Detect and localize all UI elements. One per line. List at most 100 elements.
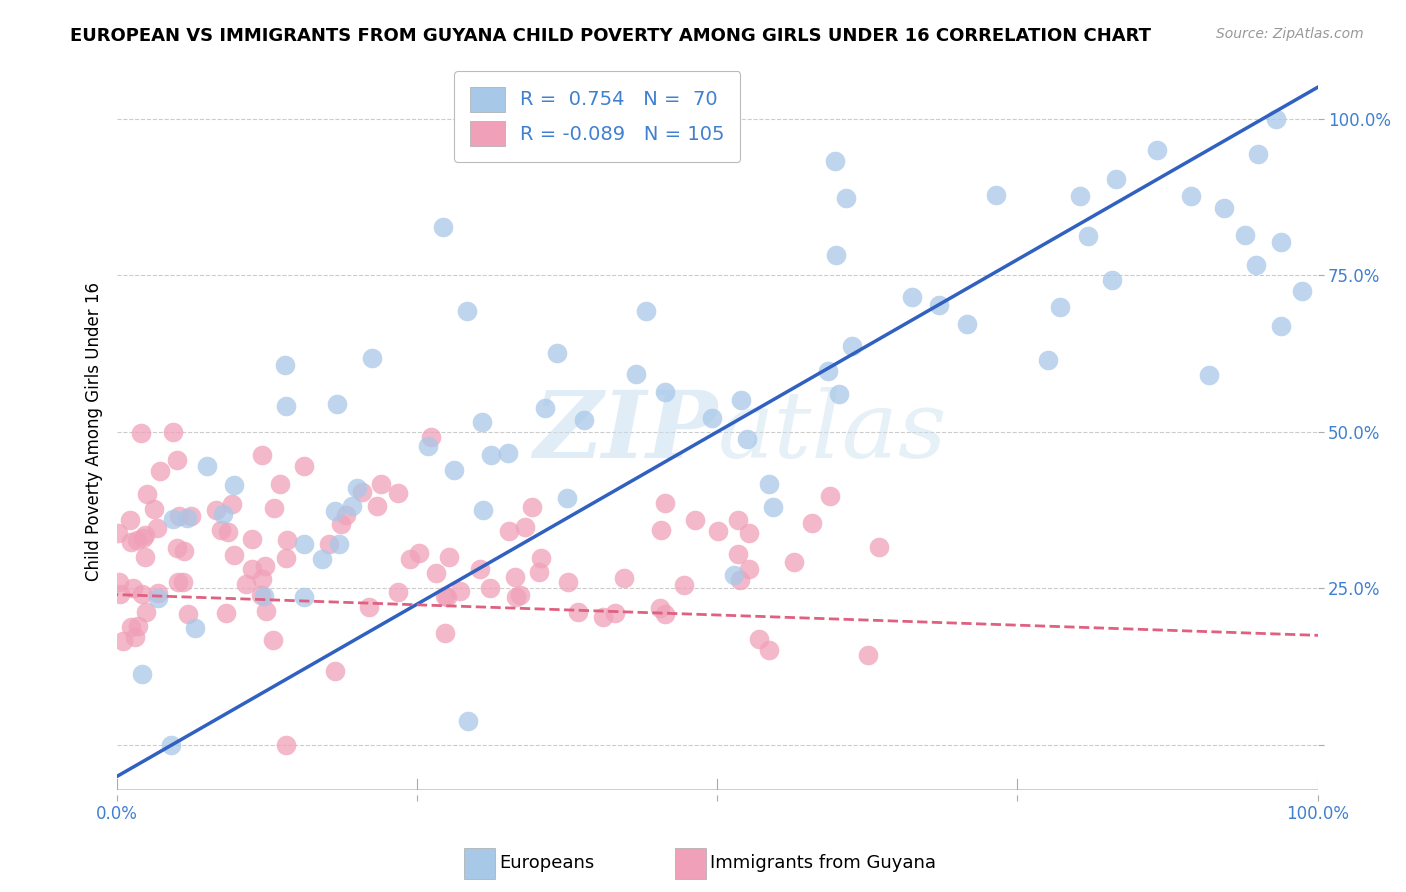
Point	[1212, 202, 1234, 216]
Point	[167, 509, 190, 524]
Point	[162, 512, 184, 526]
Point	[361, 351, 384, 366]
Point	[269, 476, 291, 491]
Point	[217, 525, 239, 540]
Point	[1291, 284, 1313, 298]
Point	[1036, 353, 1059, 368]
Point	[634, 304, 657, 318]
Point	[1244, 258, 1267, 272]
Text: Europeans: Europeans	[499, 855, 595, 872]
Point	[134, 550, 156, 565]
Point	[498, 524, 520, 538]
Point	[387, 486, 409, 500]
Point	[654, 385, 676, 400]
Point	[835, 191, 858, 205]
Point	[683, 513, 706, 527]
Point	[134, 528, 156, 542]
Point	[263, 500, 285, 515]
Point	[858, 648, 880, 662]
Point	[135, 487, 157, 501]
Text: ZIP: ZIP	[533, 387, 717, 477]
Point	[107, 525, 129, 540]
Text: Source: ZipAtlas.com: Source: ZipAtlas.com	[1216, 27, 1364, 41]
Point	[215, 606, 238, 620]
Point	[294, 590, 316, 604]
Point	[727, 547, 749, 561]
Point	[387, 585, 409, 599]
Point	[180, 508, 202, 523]
Point	[173, 543, 195, 558]
Point	[350, 484, 373, 499]
Point	[370, 477, 392, 491]
Point	[567, 605, 589, 619]
Point	[748, 632, 770, 646]
Point	[250, 448, 273, 462]
Point	[457, 714, 479, 729]
Point	[505, 590, 527, 604]
Point	[509, 589, 531, 603]
Point	[758, 643, 780, 657]
Point	[496, 445, 519, 459]
Point	[1049, 300, 1071, 314]
Point	[131, 531, 153, 545]
Point	[572, 413, 595, 427]
Point	[325, 504, 347, 518]
Point	[471, 415, 494, 429]
Text: EUROPEAN VS IMMIGRANTS FROM GUYANA CHILD POVERTY AMONG GIRLS UNDER 16 CORRELATIO: EUROPEAN VS IMMIGRANTS FROM GUYANA CHILD…	[70, 27, 1152, 45]
Point	[928, 298, 950, 312]
Point	[166, 453, 188, 467]
Point	[1146, 143, 1168, 157]
Point	[828, 386, 851, 401]
Point	[329, 517, 352, 532]
Y-axis label: Child Poverty Among Girls Under 16: Child Poverty Among Girls Under 16	[86, 282, 103, 582]
Point	[1247, 147, 1270, 161]
Point	[557, 574, 579, 589]
Point	[901, 290, 924, 304]
Point	[613, 571, 636, 585]
Point	[222, 549, 245, 563]
Point	[478, 581, 501, 595]
Point	[650, 600, 672, 615]
Point	[984, 188, 1007, 202]
Point	[1101, 272, 1123, 286]
Point	[513, 520, 536, 534]
Point	[534, 401, 557, 416]
Point	[700, 411, 723, 425]
Point	[273, 358, 295, 372]
Point	[323, 665, 346, 679]
Point	[479, 448, 502, 462]
Point	[146, 586, 169, 600]
Point	[730, 392, 752, 407]
Point	[176, 510, 198, 524]
Point	[342, 499, 364, 513]
Point	[399, 552, 422, 566]
Point	[166, 541, 188, 556]
Point	[172, 575, 194, 590]
Point	[449, 583, 471, 598]
Text: Immigrants from Guyana: Immigrants from Guyana	[710, 855, 936, 872]
Point	[125, 533, 148, 548]
Point	[276, 399, 298, 413]
Point	[841, 339, 863, 353]
Point	[654, 495, 676, 509]
Point	[124, 630, 146, 644]
Point	[443, 463, 465, 477]
Point	[707, 524, 730, 538]
Point	[824, 153, 846, 168]
Point	[294, 537, 316, 551]
Point	[735, 432, 758, 446]
Point	[1180, 189, 1202, 203]
Point	[205, 503, 228, 517]
Point	[276, 738, 298, 752]
Point	[160, 738, 183, 752]
Point	[762, 500, 785, 514]
Point	[503, 570, 526, 584]
Point	[433, 625, 456, 640]
Point	[276, 533, 298, 547]
Point	[250, 588, 273, 602]
Point	[240, 561, 263, 575]
Point	[250, 572, 273, 586]
Point	[592, 609, 614, 624]
Point	[149, 464, 172, 478]
Point	[311, 552, 333, 566]
